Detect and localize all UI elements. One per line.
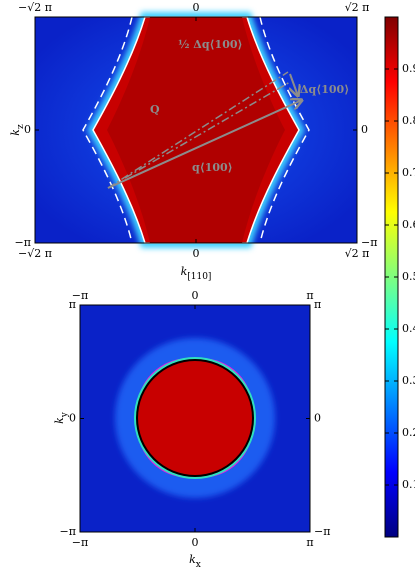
- y-tick-label: 0: [361, 123, 368, 136]
- y-axis-label: kz: [9, 124, 26, 136]
- x-tick-label: π: [306, 289, 313, 302]
- annotation: ½ Δq⟨100⟩: [178, 38, 243, 51]
- x-tick-label: 0: [193, 247, 200, 260]
- colorbar-tick-label: 0.8: [402, 114, 415, 127]
- y-tick-label: π: [69, 298, 76, 311]
- y-axis-label: ky: [53, 411, 70, 424]
- label-sub: y: [60, 411, 70, 418]
- y-tick-label: −π: [60, 525, 76, 538]
- label-sub: x: [196, 560, 201, 570]
- annotation: q⟨100⟩: [192, 161, 233, 174]
- y-tick-label: −π: [15, 236, 31, 249]
- heatmap-bottom: [79, 304, 311, 533]
- y-tick-label: π: [314, 298, 321, 311]
- x-tick-label: −π: [72, 289, 88, 302]
- x-axis-label: k[110]: [181, 265, 212, 282]
- colorbar-tick-label: 0.6: [402, 218, 415, 231]
- annotation: Q: [150, 103, 160, 116]
- x-tick-label: 0: [193, 1, 200, 14]
- colorbar-tick-label: 0.5: [402, 270, 415, 283]
- colorbar-tick-label: 0.7: [402, 166, 415, 179]
- x-tick-label: −√2 π: [18, 1, 52, 14]
- x-tick-label: √2 π: [345, 1, 370, 14]
- x-tick-label: √2 π: [345, 247, 370, 260]
- label-base: k: [189, 553, 196, 566]
- label-sub: z: [16, 124, 26, 129]
- colorbar-tick-label: 0.3: [402, 374, 415, 387]
- annotation: Δq⟨100⟩: [300, 83, 349, 96]
- x-tick-label: 0: [192, 536, 199, 549]
- label-base: k: [9, 129, 22, 136]
- y-tick-label: 0: [24, 123, 31, 136]
- colorbar-tick-label: 0.4: [402, 322, 415, 335]
- x-tick-label: −π: [72, 536, 88, 549]
- heatmap-top: [34, 12, 358, 248]
- y-tick-label: −π: [314, 525, 330, 538]
- y-tick-label: 0: [314, 412, 321, 425]
- y-tick-label: −π: [361, 236, 377, 249]
- x-axis-label: kx: [189, 553, 201, 570]
- label-base: k: [53, 417, 66, 424]
- x-tick-label: 0: [192, 289, 199, 302]
- y-tick-label: 0: [69, 412, 76, 425]
- label-base: k: [181, 265, 188, 278]
- colorbar-tick-label: 0.9: [402, 62, 415, 75]
- label-sub: [110]: [187, 272, 211, 282]
- x-tick-label: −√2 π: [18, 247, 52, 260]
- colorbar-tick-label: 0.1: [402, 478, 415, 491]
- colorbar-tick-label: 0.2: [402, 426, 415, 439]
- x-tick-label: π: [306, 536, 313, 549]
